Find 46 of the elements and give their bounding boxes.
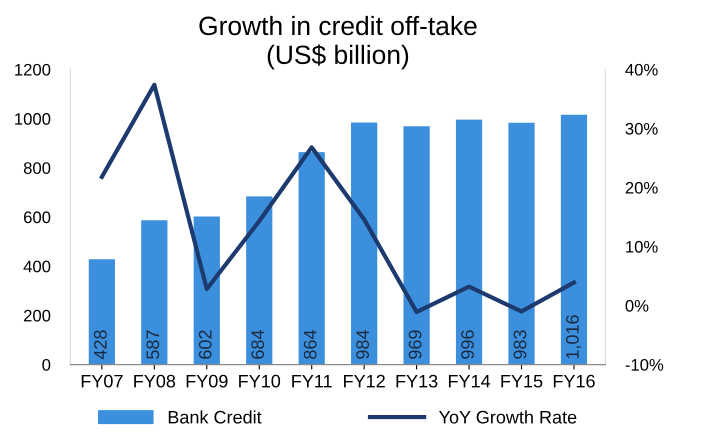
- legend-label: Bank Credit: [168, 410, 262, 424]
- bar: [456, 120, 482, 365]
- x-tick-label: FY11: [292, 374, 332, 388]
- data-label: 602: [198, 330, 212, 359]
- chart-title: Growth in credit off-take (US$ billion): [199, 16, 477, 70]
- legend-label: YoY Growth Rate: [438, 410, 576, 424]
- data-label: 983: [514, 330, 526, 359]
- x-tick-label: FY08: [134, 374, 176, 388]
- bar: [141, 220, 168, 365]
- x-tick-label: FY10: [239, 374, 280, 388]
- bar: [508, 122, 535, 365]
- y-tick-label: 400: [24, 260, 50, 272]
- y-tick-label: 800: [24, 162, 50, 174]
- x-tick-label: FY07: [82, 374, 123, 388]
- y-tick-label: 1200: [15, 64, 50, 76]
- y2-tick-label: -10%: [626, 358, 664, 371]
- x-tick-label: FY09: [186, 374, 228, 388]
- y2-tick-label: 30%: [626, 122, 658, 135]
- bar: [351, 122, 378, 365]
- data-label: 587: [146, 330, 160, 359]
- y-tick-label: 200: [24, 310, 50, 322]
- x-tick-label: FY12: [344, 374, 385, 388]
- bar: [246, 196, 272, 365]
- data-label: 996: [461, 330, 474, 359]
- y2-tick-label: 10%: [626, 240, 658, 253]
- data-label: 984: [356, 330, 369, 359]
- data-label: 684: [251, 330, 264, 359]
- y-tick-label: 1000: [15, 113, 50, 125]
- y2-tick-label: 40%: [625, 64, 658, 76]
- bar: [560, 114, 588, 365]
- bar: [403, 126, 430, 365]
- y-tick-label: 0: [42, 358, 50, 371]
- data-label: 864: [304, 330, 317, 359]
- bar: [88, 259, 115, 365]
- x-tick-label: FY13: [396, 374, 438, 388]
- x-tick-label: FY14: [448, 374, 490, 388]
- data-label: 1,016: [566, 315, 581, 358]
- line-series: [100, 82, 576, 314]
- x-tick-label: FY15: [501, 374, 542, 388]
- y-tick-label: 600: [24, 211, 50, 224]
- bar: [298, 152, 325, 365]
- y2-tick-label: 0%: [626, 300, 648, 312]
- x-tick-label: FY16: [554, 374, 595, 388]
- data-label: 428: [94, 330, 107, 360]
- y2-tick-label: 20%: [626, 182, 658, 194]
- data-label: 969: [408, 330, 422, 359]
